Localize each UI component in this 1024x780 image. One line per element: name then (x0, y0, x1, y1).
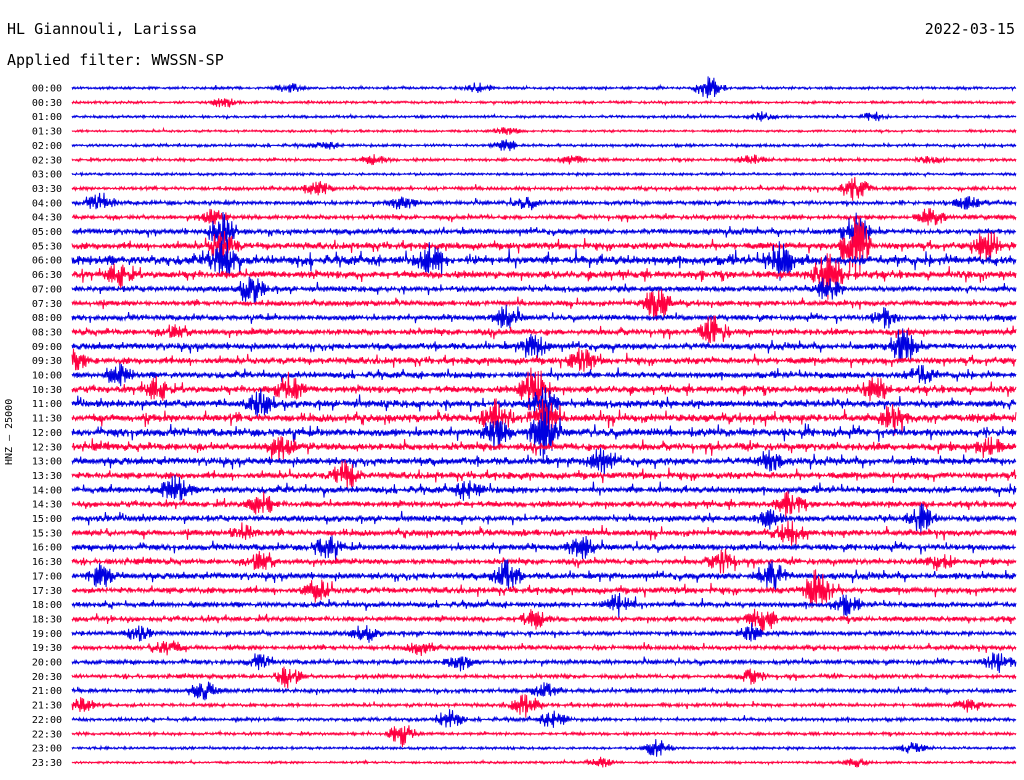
trace-row-1330 (71, 459, 1017, 489)
trace-row-0330 (71, 176, 1017, 201)
row-time-label: 08:30 (32, 327, 62, 338)
row-time-label: 17:00 (32, 571, 62, 582)
row-time-label: 12:00 (32, 428, 62, 439)
filter-label: Applied filter: WWSSN-SP (7, 51, 224, 69)
row-time-label: 00:00 (32, 84, 62, 95)
trace-row-0630 (71, 253, 1017, 300)
trace-row-2000 (71, 652, 1017, 674)
row-time-label: 05:00 (32, 227, 62, 238)
trace-row-1430 (71, 490, 1017, 518)
trace-row-1830 (71, 608, 1017, 632)
row-time-label: 20:30 (32, 672, 62, 683)
trace-row-0100 (71, 111, 1017, 122)
row-time-label: 06:00 (32, 256, 62, 267)
trace-row-1600 (71, 535, 1017, 561)
row-time-label: 10:30 (32, 385, 62, 396)
trace-row-0300 (71, 170, 1017, 178)
row-time-label: 04:00 (32, 198, 62, 209)
trace-row-1630 (71, 548, 1017, 574)
trace-row-1700 (71, 559, 1017, 591)
row-time-label: 20:00 (32, 658, 62, 669)
trace-row-2200 (71, 709, 1017, 728)
row-time-label: 14:30 (32, 500, 62, 511)
trace-row-0900 (71, 328, 1017, 363)
trace-row-2130 (71, 694, 1017, 718)
trace-row-0930 (71, 347, 1017, 372)
trace-row-1230 (71, 436, 1017, 463)
trace-row-0430 (71, 208, 1017, 226)
trace-row-0030 (71, 98, 1017, 108)
row-time-label: 13:00 (32, 457, 62, 468)
row-time-label: 21:30 (32, 701, 62, 712)
row-label-layer: 00:00 00:30 01:00 01:30 02:00 02:30 03:00 03:30… (32, 84, 62, 769)
trace-row-2300 (71, 739, 1017, 757)
row-time-label: 12:30 (32, 442, 62, 453)
row-time-label: 06:30 (32, 270, 62, 281)
trace-row-1400 (71, 474, 1017, 501)
trace-row-1500 (71, 503, 1017, 534)
trace-row-1000 (71, 363, 1017, 387)
row-time-label: 05:30 (32, 241, 62, 252)
row-time-label: 18:00 (32, 600, 62, 611)
trace-row-2330 (71, 756, 1017, 768)
row-time-label: 15:00 (32, 514, 62, 525)
row-time-label: 07:30 (32, 299, 62, 310)
trace-row-2230 (71, 725, 1017, 748)
row-time-label: 03:30 (32, 184, 62, 195)
row-time-label: 16:00 (32, 543, 62, 554)
row-time-label: 07:00 (32, 284, 62, 295)
row-time-label: 13:30 (32, 471, 62, 482)
trace-row-0800 (71, 304, 1017, 329)
row-time-label: 04:30 (32, 213, 62, 224)
row-time-label: 10:00 (32, 371, 62, 382)
row-time-label: 08:00 (32, 313, 62, 324)
trace-row-0230 (71, 154, 1017, 166)
row-time-label: 01:30 (32, 127, 62, 138)
trace-row-0730 (71, 289, 1017, 321)
row-time-label: 02:00 (32, 141, 62, 152)
trace-row-0400 (71, 192, 1017, 211)
row-time-label: 11:00 (32, 399, 62, 410)
trace-row-0130 (71, 126, 1017, 136)
row-time-label: 19:00 (32, 629, 62, 640)
trace-row-1200 (71, 400, 1017, 464)
row-time-label: 03:00 (32, 170, 62, 181)
trace-row-0600 (71, 239, 1017, 281)
trace-row-1730 (71, 569, 1017, 609)
row-time-label: 02:30 (32, 155, 62, 166)
trace-row-0530 (71, 215, 1017, 280)
row-time-label: 01:00 (32, 112, 62, 123)
trace-row-0000 (71, 76, 1017, 99)
trace-row-1030 (71, 367, 1017, 411)
row-time-label: 17:30 (32, 586, 62, 597)
trace-row-2030 (71, 666, 1017, 689)
row-time-label: 19:30 (32, 643, 62, 654)
row-time-label: 22:00 (32, 715, 62, 726)
row-time-label: 18:30 (32, 614, 62, 625)
row-time-label: 21:00 (32, 686, 62, 697)
row-time-label: 09:30 (32, 356, 62, 367)
trace-row-0200 (71, 139, 1017, 152)
station-title: HL Giannouli, Larissa (7, 20, 197, 38)
trace-row-1300 (71, 447, 1017, 477)
row-time-label: 23:00 (32, 744, 62, 755)
row-time-label: 15:30 (32, 528, 62, 539)
row-time-label: 11:30 (32, 414, 62, 425)
trace-row-1930 (71, 640, 1017, 657)
row-time-label: 14:00 (32, 485, 62, 496)
date-label: 2022-03-15 (924, 20, 1015, 38)
trace-row-1800 (71, 592, 1017, 618)
trace-row-2100 (71, 681, 1017, 701)
trace-layer (71, 76, 1017, 768)
row-time-label: 16:30 (32, 557, 62, 568)
row-time-label: 09:00 (32, 342, 62, 353)
trace-row-1530 (71, 520, 1017, 546)
trace-row-0700 (71, 276, 1017, 305)
row-time-label: 00:30 (32, 98, 62, 109)
trace-row-0830 (71, 315, 1017, 344)
row-time-label: 22:30 (32, 729, 62, 740)
row-time-label: 23:30 (32, 758, 62, 769)
trace-row-1900 (71, 622, 1017, 643)
